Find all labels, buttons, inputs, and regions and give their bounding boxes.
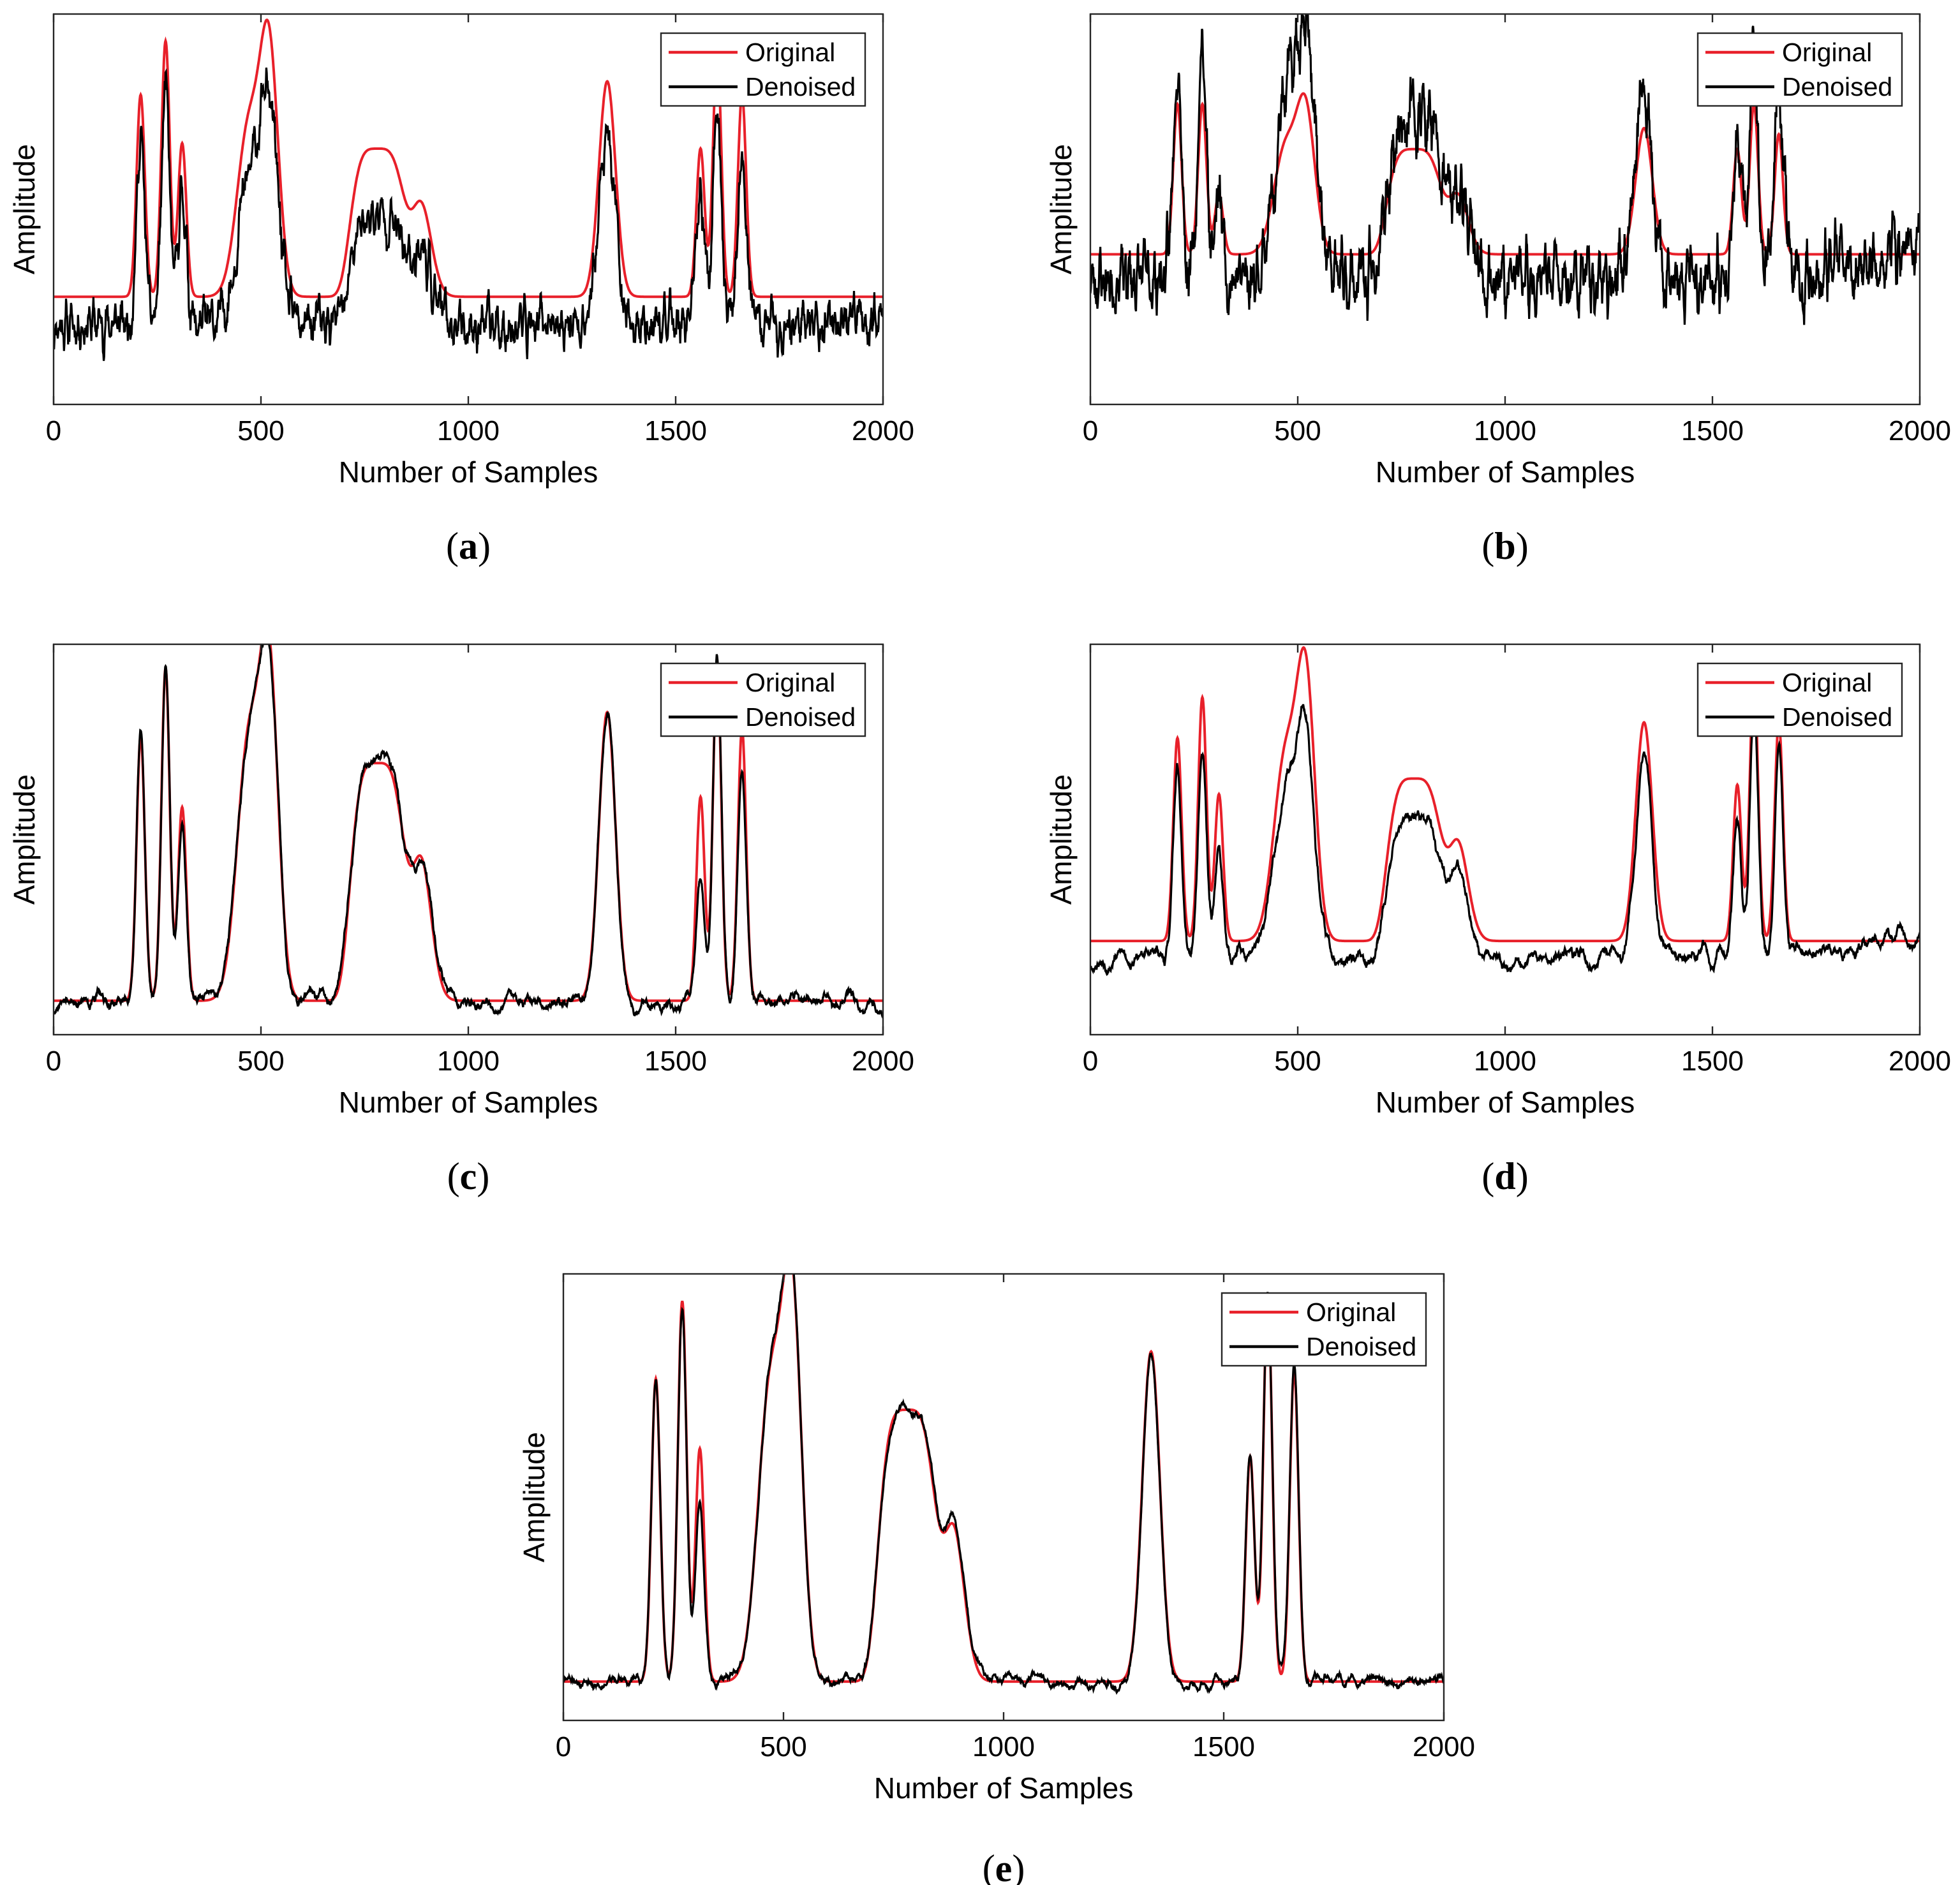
x-tick-label: 0 <box>1083 415 1098 447</box>
legend-label-original: Original <box>1782 668 1872 697</box>
legend-label-denoised: Denoised <box>745 702 856 732</box>
series-denoised-line <box>54 67 883 361</box>
legend: Original Denoised <box>1221 1292 1427 1367</box>
legend-label-denoised: Denoised <box>745 72 856 101</box>
x-tick-label: 0 <box>46 415 61 447</box>
legend-label-denoised: Denoised <box>1782 72 1892 101</box>
legend-label-denoised: Denoised <box>1782 702 1892 732</box>
y-axis-title: Amplitude <box>1044 144 1078 275</box>
x-tick-label: 2000 <box>1413 1731 1475 1763</box>
x-tick-label: 1000 <box>437 1046 500 1077</box>
x-axis-title: Number of Samples <box>339 1086 598 1119</box>
y-axis-title: Amplitude <box>517 1432 551 1563</box>
y-axis-title: Amplitude <box>8 144 41 275</box>
x-tick-label: 500 <box>237 1046 284 1077</box>
legend-box <box>1696 662 1903 737</box>
x-tick-label: 0 <box>46 1046 61 1077</box>
x-tick-label: 2000 <box>852 1046 914 1077</box>
x-tick-label: 1000 <box>972 1731 1035 1763</box>
series-denoised-line <box>563 1274 1444 1696</box>
legend-label-original: Original <box>745 38 835 67</box>
x-axis-title: Number of Samples <box>874 1771 1134 1805</box>
legend-box <box>1221 1292 1427 1367</box>
x-axis-title: Number of Samples <box>1376 1086 1635 1119</box>
x-tick-label: 1000 <box>1474 415 1536 447</box>
panel-label-b: (b) <box>1481 525 1528 567</box>
x-tick-label: 1000 <box>437 415 500 447</box>
y-axis-title: Amplitude <box>1044 774 1078 905</box>
legend-box <box>660 662 866 737</box>
x-tick-label: 1000 <box>1474 1046 1536 1077</box>
x-tick-label: 2000 <box>1889 415 1951 447</box>
chart-panel-b: 0 500 1000 1500 2000 Number of Samples Amplitu… <box>1044 13 1951 567</box>
x-tick-label: 1500 <box>1681 415 1744 447</box>
x-tick-label: 0 <box>1083 1046 1098 1077</box>
legend: Original Denoised <box>660 662 866 737</box>
x-tick-label: 500 <box>237 415 284 447</box>
panel-label-a: (a) <box>446 525 491 567</box>
series-original-line <box>1090 92 1920 256</box>
x-tick-label: 500 <box>1274 1046 1321 1077</box>
x-tick-label: 1500 <box>644 1046 707 1077</box>
legend: Original Denoised <box>1696 662 1903 737</box>
legend-label-original: Original <box>1782 38 1872 67</box>
legend-label-original: Original <box>745 668 835 697</box>
y-axis-title: Amplitude <box>8 774 41 905</box>
legend-box <box>660 32 866 107</box>
legend-label-denoised: Denoised <box>1306 1332 1416 1361</box>
x-tick-label: 500 <box>760 1731 806 1763</box>
legend-label-original: Original <box>1306 1297 1396 1327</box>
series-denoised-line <box>54 644 883 1019</box>
legend: Original Denoised <box>660 32 866 107</box>
chart-panel-d: 0 500 1000 1500 2000 Number of Samples Amplitu… <box>1044 643 1951 1197</box>
series-original-line <box>54 18 883 299</box>
x-axis-title: Number of Samples <box>1376 455 1635 489</box>
x-tick-label: 2000 <box>1889 1046 1951 1077</box>
legend: Original Denoised <box>1696 32 1903 107</box>
series-denoised-line <box>1090 702 1920 977</box>
x-tick-label: 2000 <box>852 415 914 447</box>
x-tick-label: 500 <box>1274 415 1321 447</box>
chart-panel-e: 0 500 1000 1500 2000 Number of Samples Amplitu… <box>517 1273 1475 1885</box>
x-tick-label: 1500 <box>644 415 707 447</box>
legend-box <box>1696 32 1903 107</box>
chart-panel-a: 0 500 1000 1500 2000 Number of Samples Amplitu… <box>8 13 914 567</box>
panel-label-e: (e) <box>983 1847 1025 1885</box>
x-tick-label: 1500 <box>1681 1046 1744 1077</box>
x-tick-label: 0 <box>556 1731 571 1763</box>
x-tick-label: 1500 <box>1192 1731 1255 1763</box>
chart-panel-c: 0 500 1000 1500 2000 Number of Samples Amplitu… <box>8 643 914 1197</box>
series-denoised-line <box>1090 14 1920 325</box>
panel-label-c: (c) <box>447 1155 490 1197</box>
panel-label-d: (d) <box>1481 1155 1528 1197</box>
x-axis-title: Number of Samples <box>339 455 598 489</box>
